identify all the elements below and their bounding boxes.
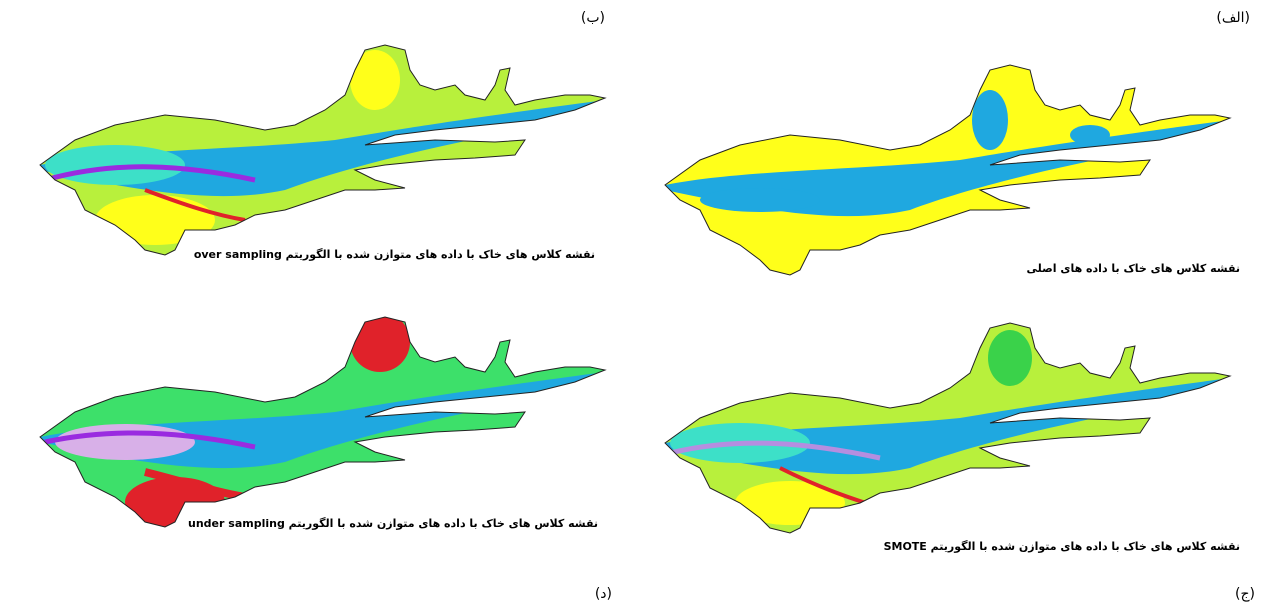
map-a bbox=[660, 60, 1240, 280]
panel-caption: نقشه کلاس های خاک با داده های اصلی bbox=[1027, 262, 1240, 275]
map-c bbox=[660, 318, 1240, 538]
panel-label: (ج) bbox=[1235, 586, 1255, 602]
map-b bbox=[35, 40, 615, 260]
panel-label: (د) bbox=[595, 586, 612, 602]
panel-caption: نقشه کلاس های خاک با داده های متوازن شده… bbox=[188, 517, 598, 530]
panel-label: (ب) bbox=[581, 10, 605, 26]
panel-caption: نقشه کلاس های خاک با داده های متوازن شده… bbox=[884, 540, 1240, 553]
panel-caption: نقشه کلاس های خاک با داده های متوازن شده… bbox=[194, 248, 595, 261]
panel-label: (الف) bbox=[1216, 10, 1250, 26]
figure: (الف) نقشه کلاس های خاک با داده های اصلی… bbox=[0, 0, 1263, 608]
map-d bbox=[35, 312, 615, 532]
